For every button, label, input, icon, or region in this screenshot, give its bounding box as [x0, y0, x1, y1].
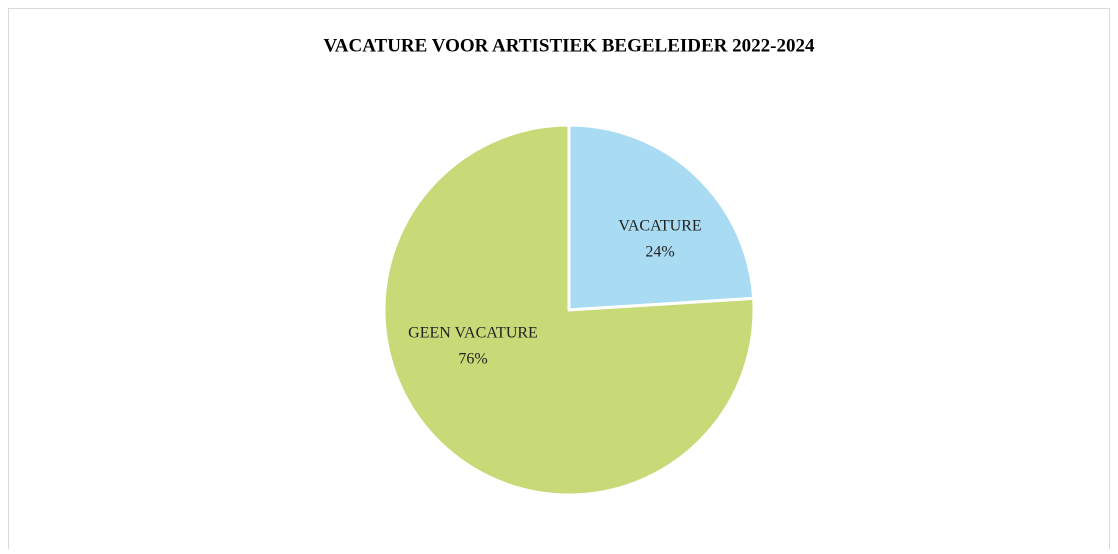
pie-slice	[382, 123, 756, 497]
slice-category-label: GEEN VACATURE	[408, 325, 538, 342]
slice-category-label: VACATURE	[618, 218, 701, 235]
slice-value-label: 24%	[645, 244, 674, 261]
slice-value-label: 76%	[458, 351, 487, 368]
pie-slice	[567, 123, 756, 312]
chart-title: VACATURE VOOR ARTISTIEK BEGELEIDER 2022-…	[324, 35, 815, 56]
